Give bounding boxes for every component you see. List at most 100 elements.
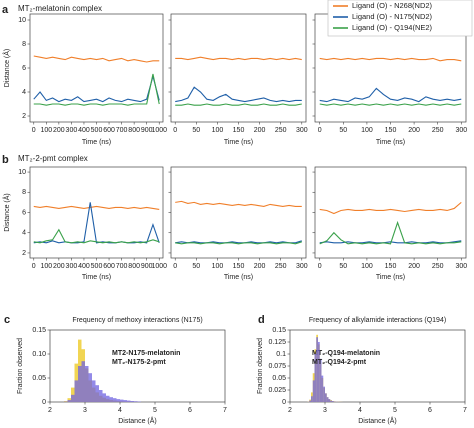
x-tick-label: 500	[91, 263, 103, 270]
x-tick-label: 100	[40, 263, 52, 270]
x-tick-label: 2	[48, 407, 52, 414]
x-tick-label: 0	[32, 127, 36, 134]
x-tick-label: 800	[128, 127, 140, 134]
line-series	[33, 228, 160, 244]
x-tick-label: 4	[358, 407, 362, 414]
histogram-bar	[99, 390, 103, 402]
x-tick-label: 800	[128, 263, 140, 270]
y-tick-label: 0.125	[268, 339, 286, 346]
y-tick-label: 0.10	[32, 351, 46, 358]
x-tick-label: 0	[318, 263, 322, 270]
x-tick-label: 5	[393, 407, 397, 414]
plot-frame	[29, 166, 164, 259]
line-series	[319, 103, 462, 106]
x-tick-label: 250	[432, 127, 444, 134]
line-series	[33, 74, 160, 103]
x-tick-label: 50	[192, 263, 200, 270]
histogram-bar	[314, 354, 317, 402]
histogram-bar	[74, 380, 78, 402]
x-axis-label: Time (ns)	[224, 139, 253, 146]
x-tick-label: 3	[323, 407, 327, 414]
y-axis-label: Fraction observed	[257, 338, 264, 394]
x-tick-label: 300	[455, 263, 467, 270]
x-axis-label: Distance (Å)	[358, 416, 397, 425]
line-series	[175, 56, 302, 61]
legend: Ligand (O) - N268(ND2) Ligand (O) - N175(…	[327, 0, 473, 37]
histogram-bar	[134, 401, 138, 402]
plot-frame	[29, 13, 164, 123]
legend-label: MT₂-Q194-2-pmt	[312, 359, 367, 366]
plot-frame	[170, 13, 307, 123]
histogram-bar	[71, 394, 75, 402]
x-tick-label: 150	[233, 127, 245, 134]
x-tick-label: 100	[212, 263, 224, 270]
y-tick-label: 2	[22, 113, 26, 120]
histogram-bar	[311, 396, 313, 402]
y-axis-label: Distance (Å)	[2, 49, 11, 88]
x-tick-label: 900	[141, 127, 153, 134]
x-tick-label: 200	[53, 127, 65, 134]
x-tick-label: 0	[173, 263, 177, 270]
x-tick-label: 4	[118, 407, 122, 414]
x-tick-label: 400	[78, 263, 90, 270]
y-tick-label: 10	[18, 17, 26, 24]
histogram-bar	[332, 401, 334, 402]
y-tick-label: 2	[22, 250, 26, 257]
line-series	[175, 240, 302, 244]
legend-label: Ligand (O) - N175(ND2)	[352, 12, 433, 21]
histogram-bar	[102, 393, 106, 402]
x-tick-label: 100	[40, 127, 52, 134]
x-tick-label: 6	[428, 407, 432, 414]
y-tick-label: 10	[18, 169, 26, 176]
x-tick-label: 150	[385, 127, 397, 134]
row-title: MT₂-melatonin complex	[18, 4, 102, 13]
x-tick-label: 200	[53, 263, 65, 270]
histogram-bar	[81, 361, 85, 402]
histogram-bar	[92, 380, 96, 402]
row-title: MT₂-2-pmt complex	[18, 154, 88, 163]
x-tick-label: 900	[141, 263, 153, 270]
y-tick-label: 0.075	[268, 363, 286, 370]
x-tick-label: 1000	[151, 127, 167, 134]
y-tick-label: 6	[22, 65, 26, 72]
x-tick-label: 250	[432, 263, 444, 270]
x-tick-label: 7	[463, 407, 467, 414]
x-axis-label: Time (ns)	[376, 139, 405, 146]
legend-label: Ligand (O) - Q194(NE2)	[352, 23, 433, 32]
histogram-bar	[328, 399, 331, 402]
x-tick-label: 150	[385, 263, 397, 270]
y-tick-label: 4	[22, 89, 26, 96]
histogram-bar	[326, 397, 329, 402]
x-tick-label: 250	[275, 263, 287, 270]
panel-letter: d	[258, 314, 265, 326]
legend-label: MT₂-N175-2-pmt	[112, 359, 166, 366]
x-tick-label: 1000	[151, 263, 167, 270]
histogram-bar	[316, 337, 318, 402]
x-tick-label: 300	[66, 263, 78, 270]
y-tick-label: 0.05	[272, 375, 286, 382]
legend-box	[327, 0, 473, 37]
line-series	[33, 205, 160, 211]
x-tick-label: 200	[254, 127, 266, 134]
histogram-bar	[319, 358, 322, 402]
y-tick-label: 0.05	[32, 375, 46, 382]
y-tick-label: 0.025	[268, 387, 286, 394]
x-tick-label: 100	[361, 127, 373, 134]
x-tick-label: 300	[66, 127, 78, 134]
y-tick-label: 0	[282, 399, 286, 406]
x-tick-label: 100	[361, 263, 373, 270]
line-series	[319, 201, 462, 215]
histogram-bar	[85, 366, 89, 402]
panel-letter: a	[2, 4, 9, 16]
line-series	[175, 103, 302, 106]
histogram-bar	[109, 397, 113, 402]
histogram-bar	[120, 399, 124, 402]
y-axis-label: Distance (Å)	[2, 193, 11, 232]
histogram-bar	[123, 400, 127, 402]
histogram-bar	[325, 393, 327, 402]
histogram-bar	[127, 400, 131, 402]
x-tick-label: 200	[408, 263, 420, 270]
y-tick-label: 6	[22, 209, 26, 216]
